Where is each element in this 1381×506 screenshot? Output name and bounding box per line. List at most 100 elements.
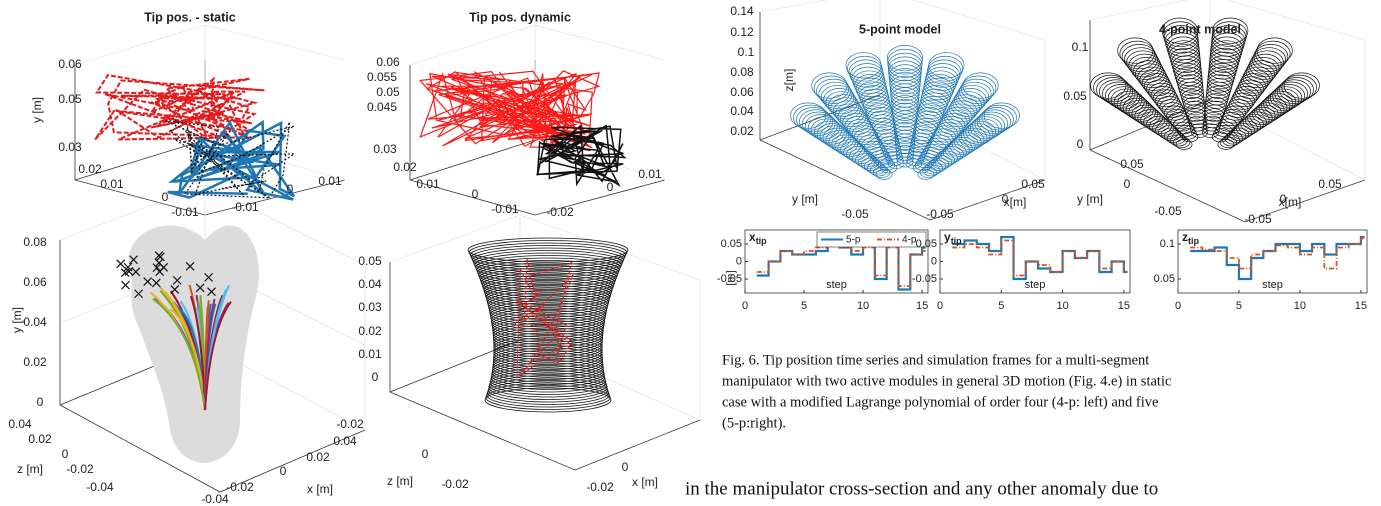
frame-ring: [490, 307, 606, 333]
ring: [1240, 116, 1264, 133]
ring: [888, 68, 922, 92]
ring: [832, 100, 863, 122]
series-line: [952, 235, 1128, 281]
axis-label: 0: [1124, 177, 1131, 191]
ring: [835, 103, 865, 125]
axis-label: -0.02: [336, 417, 364, 431]
ring: [830, 97, 862, 120]
ring: [845, 52, 882, 79]
axis-label: 0.045: [367, 100, 397, 114]
ring: [974, 111, 1008, 136]
axis-label: 0.01: [100, 177, 124, 191]
ring: [1281, 74, 1317, 101]
ring: [1248, 53, 1282, 78]
axis-label: 0.055: [367, 70, 397, 84]
chart-title-main: x: [749, 230, 756, 244]
ring: [799, 109, 834, 134]
chart-title-sub: tip: [951, 236, 962, 246]
ring: [947, 139, 973, 157]
frame-ring: [493, 347, 603, 373]
axis-label: 0.02: [358, 324, 382, 338]
ring: [1090, 72, 1127, 99]
ring: [1107, 86, 1140, 110]
ring: [1236, 79, 1264, 99]
frame-ring: [467, 237, 629, 263]
caption-line: Fig. 6. Tip position time series and sim…: [722, 352, 1149, 368]
marker: [129, 255, 138, 265]
ring: [1190, 123, 1208, 135]
frame-ring: [490, 365, 606, 390]
ring: [959, 78, 994, 104]
ring: [918, 99, 946, 119]
axis-label: 0: [287, 182, 294, 196]
frame-ring: [477, 260, 619, 285]
x-tick-label: 15: [1118, 300, 1130, 312]
ring: [954, 132, 982, 152]
ring: [1104, 84, 1138, 108]
ring: [790, 102, 827, 129]
ring: [847, 55, 883, 82]
ring: [1148, 82, 1176, 102]
y-tick-label: 0.05: [1154, 273, 1175, 285]
axis-label: -0.02: [66, 462, 94, 476]
ring: [1247, 57, 1280, 80]
axis-label: z [m]: [387, 474, 413, 488]
ring: [1137, 109, 1163, 127]
axis-label: 0.05: [58, 92, 82, 106]
axis-label: 0.04: [333, 434, 357, 448]
ring: [930, 131, 954, 148]
frame-ring: [472, 247, 624, 273]
ring: [804, 114, 838, 138]
axis-label: 0.02: [28, 432, 52, 446]
marker: [154, 258, 164, 268]
grid: [759, 0, 1046, 181]
ring: [793, 104, 829, 131]
frame-ring: [491, 362, 605, 388]
frame-ring: [491, 312, 605, 338]
ring: [913, 121, 937, 138]
trace: [94, 74, 265, 141]
ring: [1250, 50, 1284, 75]
marker: [120, 268, 130, 278]
chart-title-sub: tip: [1188, 236, 1199, 246]
x-tick-label: 0: [742, 300, 748, 312]
frame-ring: [493, 342, 603, 368]
ring: [960, 75, 997, 102]
ring: [890, 91, 920, 111]
ring: [1227, 99, 1251, 116]
frame-ring: [479, 265, 617, 290]
ring: [813, 75, 850, 102]
axis-label: 0.04: [358, 277, 382, 291]
axis-label: -0.04: [201, 492, 229, 506]
ring: [828, 94, 860, 117]
chart-title: ztip: [1182, 230, 1199, 246]
frame-ring: [493, 340, 603, 365]
ring: [1163, 25, 1199, 51]
trace: [514, 259, 574, 379]
ring: [950, 94, 982, 117]
frame-ring: [488, 297, 608, 323]
ring: [1260, 95, 1291, 117]
axis-label: 0.04: [8, 417, 32, 431]
legend-label: 5-p: [846, 235, 861, 246]
axis-label: 0: [280, 464, 287, 478]
ring: [1152, 89, 1179, 108]
frame-ring: [491, 310, 605, 335]
ring: [938, 148, 961, 164]
axis-label: -0.05: [1244, 212, 1272, 226]
frame-ring: [487, 292, 609, 318]
ring: [1150, 86, 1177, 105]
frame-ring: [480, 267, 616, 293]
ring: [1204, 97, 1227, 112]
marker: [204, 272, 213, 282]
ring: [1224, 132, 1244, 145]
axis-line: [759, 12, 1046, 221]
ring: [970, 116, 1003, 140]
series-line: [756, 243, 926, 287]
ring: [1149, 118, 1172, 134]
ring: [1177, 78, 1204, 96]
ring: [864, 99, 892, 119]
axis-label: -0.02: [441, 477, 469, 491]
ring: [1206, 78, 1233, 96]
ring: [917, 103, 945, 123]
